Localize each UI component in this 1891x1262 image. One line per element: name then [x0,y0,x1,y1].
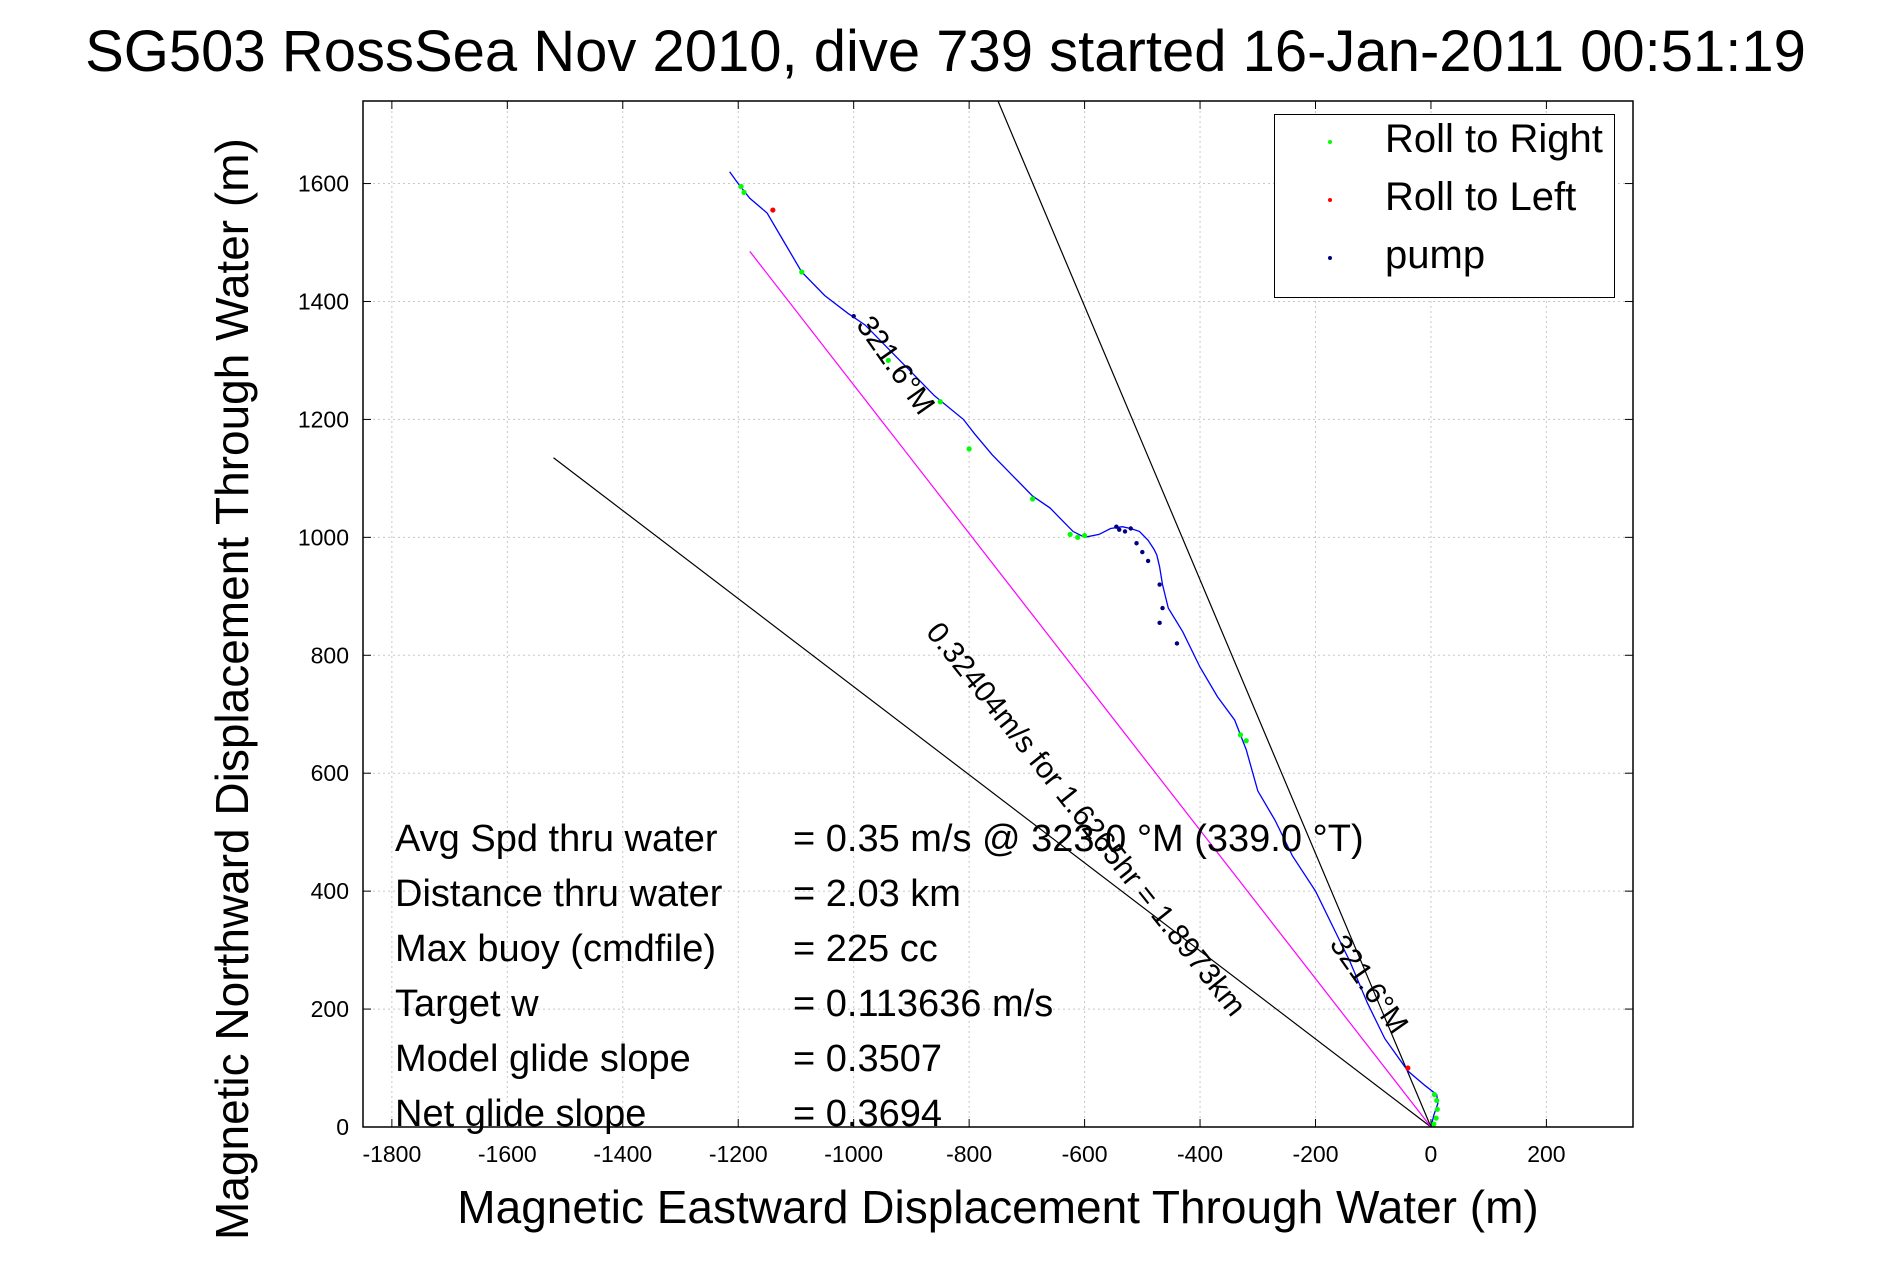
roll-right-point [1081,532,1088,539]
y-tick-label: 600 [311,760,349,786]
y-tick-label: 1000 [298,524,349,550]
stat-label: Avg Spd thru water [395,818,718,860]
pump-point [1160,605,1165,611]
pump-point [1114,524,1119,529]
pump-point [1140,549,1145,555]
legend-label: Roll to Right [1385,117,1603,161]
pump-point [1174,641,1180,646]
pump-point [1145,558,1151,564]
roll-right-point [799,269,805,275]
stat-label: Net glide slope [395,1093,647,1135]
heading-line [997,100,1432,1128]
roll-right-point [1434,1106,1440,1112]
x-axis-label: Magnetic Eastward Displacement Through W… [457,1181,1539,1233]
legend-marker-red-dot [1328,198,1332,202]
x-tick-label: -1200 [709,1141,768,1167]
y-tick-label: 1200 [298,406,349,432]
roll-right-point [1067,531,1073,537]
stat-value: = 0.3694 [793,1093,942,1135]
legend-marker-navy-dot [1328,256,1332,260]
heading-line [553,457,1432,1128]
track-markers [738,183,1440,1127]
roll-right-point [1243,738,1249,744]
pump-point [1134,541,1139,546]
x-tick-label: -1400 [593,1141,652,1167]
y-tick-label: 800 [311,642,349,668]
roll-right-point [1433,1115,1439,1121]
x-tick-label: -200 [1292,1141,1338,1167]
x-tick-label: -1800 [362,1141,421,1167]
stat-value: = 225 cc [793,928,938,970]
track [729,171,1439,1128]
roll-right-point [937,399,943,405]
roll-right-point [1431,1091,1438,1098]
stat-value: = 0.35 m/s @ 323.0 °M (339.0 °T) [793,818,1364,860]
track-line [729,171,1439,1128]
stat-label: Target w [395,983,539,1025]
legend-label: Roll to Left [1385,175,1577,219]
x-tick-label: 0 [1425,1141,1438,1167]
pump-point [1157,582,1162,587]
x-tick-label: -600 [1062,1141,1108,1167]
stat-label: Max buoy (cmdfile) [395,928,716,970]
chart-title: SG503 RossSea Nov 2010, dive 739 started… [85,19,1806,84]
heading-line [749,250,1432,1128]
y-tick-label: 400 [311,878,349,904]
roll-left-point [1405,1065,1411,1071]
legend-label: pump [1385,233,1486,277]
pump-point [1117,527,1122,532]
legend-item-roll-left: Roll to Left [1275,173,1614,231]
stat-label: Distance thru water [395,873,723,915]
heading-annotation: 321.6°M [850,310,941,421]
pump-point [1128,526,1133,531]
x-tick-label: -1000 [824,1141,883,1167]
y-tick-label: 0 [336,1114,349,1140]
y-tick-label: 1600 [298,171,349,197]
legend-item-roll-right: Roll to Right [1275,115,1614,173]
y-tick-label: 1400 [298,288,349,314]
stat-value: = 0.113636 m/s [793,983,1054,1025]
roll-right-point [1075,534,1081,540]
roll-right-point [1434,1097,1440,1104]
ticks: -1800 -1600 -1400 -1200 -1000 -800 -600 -400 -20… [298,101,1633,1167]
heading-annotation: 321.6°M [1323,929,1414,1040]
roll-right-point [741,189,747,195]
pump-point [1122,529,1128,534]
stat-value: = 0.3507 [793,1038,942,1080]
roll-right-point [885,357,891,364]
stat-value: = 2.03 km [793,873,961,915]
y-tick-label: 200 [311,996,349,1022]
stat-label: Model glide slope [395,1038,691,1080]
x-tick-label: -400 [1177,1141,1223,1167]
heading-lines [553,100,1432,1128]
legend: Roll to Right Roll to Left pump [1274,114,1615,298]
legend-item-pump: pump [1275,231,1614,289]
roll-right-point [1237,732,1244,738]
roll-right-point [966,446,972,452]
legend-marker-green-dot [1328,140,1332,144]
x-tick-label: 200 [1527,1141,1565,1167]
roll-left-point [770,207,776,213]
axes-box [362,100,1634,1128]
pump-point [1157,620,1162,626]
roll-right-point [1030,496,1036,502]
roll-right-point [738,183,744,190]
x-tick-label: -1600 [478,1141,537,1167]
roll-right-point [1431,1121,1437,1127]
pump-point [851,314,856,319]
x-tick-label: -800 [946,1141,992,1167]
